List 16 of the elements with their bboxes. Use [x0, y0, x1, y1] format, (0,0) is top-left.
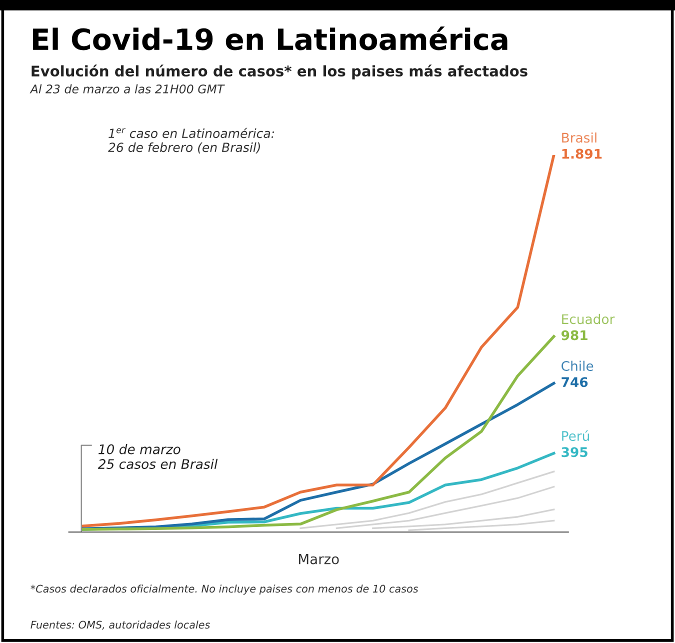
text: 1$^{er}$ caso en Latinoamérica: 26 de febrero (en Brasil)	[108, 128, 274, 154]
x-axis-title: Marzo	[298, 554, 339, 564]
series-label: Perú	[562, 430, 589, 441]
series-label: Chile	[562, 360, 594, 371]
chart-title: El Covid-19 en Latinoamérica	[33, 26, 508, 50]
source-note: Fuentes: OMS, autoridades locales	[30, 620, 210, 630]
data-label: 395	[562, 447, 588, 458]
data-label: 746	[562, 377, 588, 388]
chart-subtitle: Evolución del número de casos* en los paises más afectados	[32, 64, 528, 80]
data-label: 1.891	[562, 148, 602, 159]
annotation: 10 de marzo 25 casos en Brasil	[98, 444, 218, 470]
data-label: 981	[562, 330, 588, 340]
text: *Casos declarados oficialmente. No incluye paises con menos de 10 casos	[30, 584, 418, 595]
series-label: Ecuador	[562, 314, 615, 324]
series-label: Brasil	[562, 132, 596, 143]
text: Al 23 de marzo a las 21H00 GMT	[30, 84, 225, 94]
